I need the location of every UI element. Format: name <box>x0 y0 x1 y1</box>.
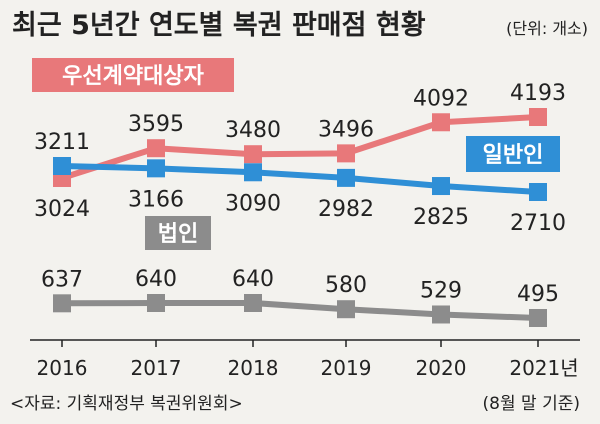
data-point-marker <box>147 294 165 312</box>
unit-label: (단위: 개소) <box>506 19 588 38</box>
x-tick-label: 2020 <box>416 356 467 380</box>
series-line <box>61 163 539 195</box>
x-tick-labels: 2016 2017 2018 2019 2020 2021년 <box>37 356 579 380</box>
x-tick-label: 2016 <box>37 356 88 380</box>
chart-title: 최근 5년간 연도별 복권 판매점 현황 <box>12 10 426 41</box>
data-label: 2710 <box>510 211 566 236</box>
data-point-marker <box>244 163 262 182</box>
data-point-marker <box>337 168 355 187</box>
data-point-marker <box>432 305 450 324</box>
data-point-marker <box>53 157 71 175</box>
data-labels-layer: 3024 3595 3480 3496 4092 4193 3211 3166 3090 2982… <box>34 81 566 307</box>
series-line <box>61 300 539 321</box>
series-label-badge <box>466 136 560 172</box>
source-label: <자료: 기획재정부 복권위원회> <box>10 394 243 414</box>
series-layer <box>53 108 547 327</box>
data-label: 2825 <box>413 205 469 230</box>
series-label-badge <box>145 216 211 250</box>
x-ticks <box>61 340 539 347</box>
data-label: 495 <box>517 282 559 307</box>
data-label: 3166 <box>128 187 184 212</box>
data-label: 3595 <box>128 112 184 137</box>
data-point-marker <box>244 294 262 312</box>
data-label: 3480 <box>225 118 281 143</box>
x-tick-label: 2018 <box>228 356 279 380</box>
data-label: 4092 <box>413 86 469 111</box>
data-label: 3496 <box>318 117 374 142</box>
data-point-marker <box>244 145 262 164</box>
data-label: 2982 <box>318 197 374 222</box>
data-point-marker <box>147 159 165 178</box>
data-point-marker <box>529 108 547 126</box>
x-tick-label: 2019 <box>321 356 372 380</box>
series-name-label: 법인 <box>158 222 198 247</box>
data-point-marker <box>147 139 165 158</box>
series-name-label: 일반인 <box>483 143 544 168</box>
data-point-marker <box>432 177 450 196</box>
series-label-badge <box>32 58 234 92</box>
data-label: 3024 <box>34 197 90 222</box>
data-point-marker <box>337 144 355 163</box>
data-label: 3211 <box>34 130 90 155</box>
data-label: 529 <box>420 278 462 303</box>
data-label: 580 <box>325 273 367 298</box>
series-line <box>61 114 539 181</box>
data-label: 3090 <box>225 191 281 216</box>
data-point-marker <box>432 113 450 132</box>
x-tick-label: 2017 <box>131 356 182 380</box>
data-point-marker <box>529 309 547 327</box>
data-point-marker <box>337 300 355 319</box>
footnote-label: (8월 말 기준) <box>483 394 580 414</box>
series-name-label: 우선계약대상자 <box>62 64 204 89</box>
x-tick-label: 2021년 <box>509 356 578 380</box>
data-label: 4193 <box>510 81 566 106</box>
data-point-marker <box>529 183 547 201</box>
data-point-marker <box>53 294 71 313</box>
data-label: 637 <box>41 267 83 292</box>
data-label: 640 <box>232 267 274 292</box>
data-label: 640 <box>135 267 177 292</box>
